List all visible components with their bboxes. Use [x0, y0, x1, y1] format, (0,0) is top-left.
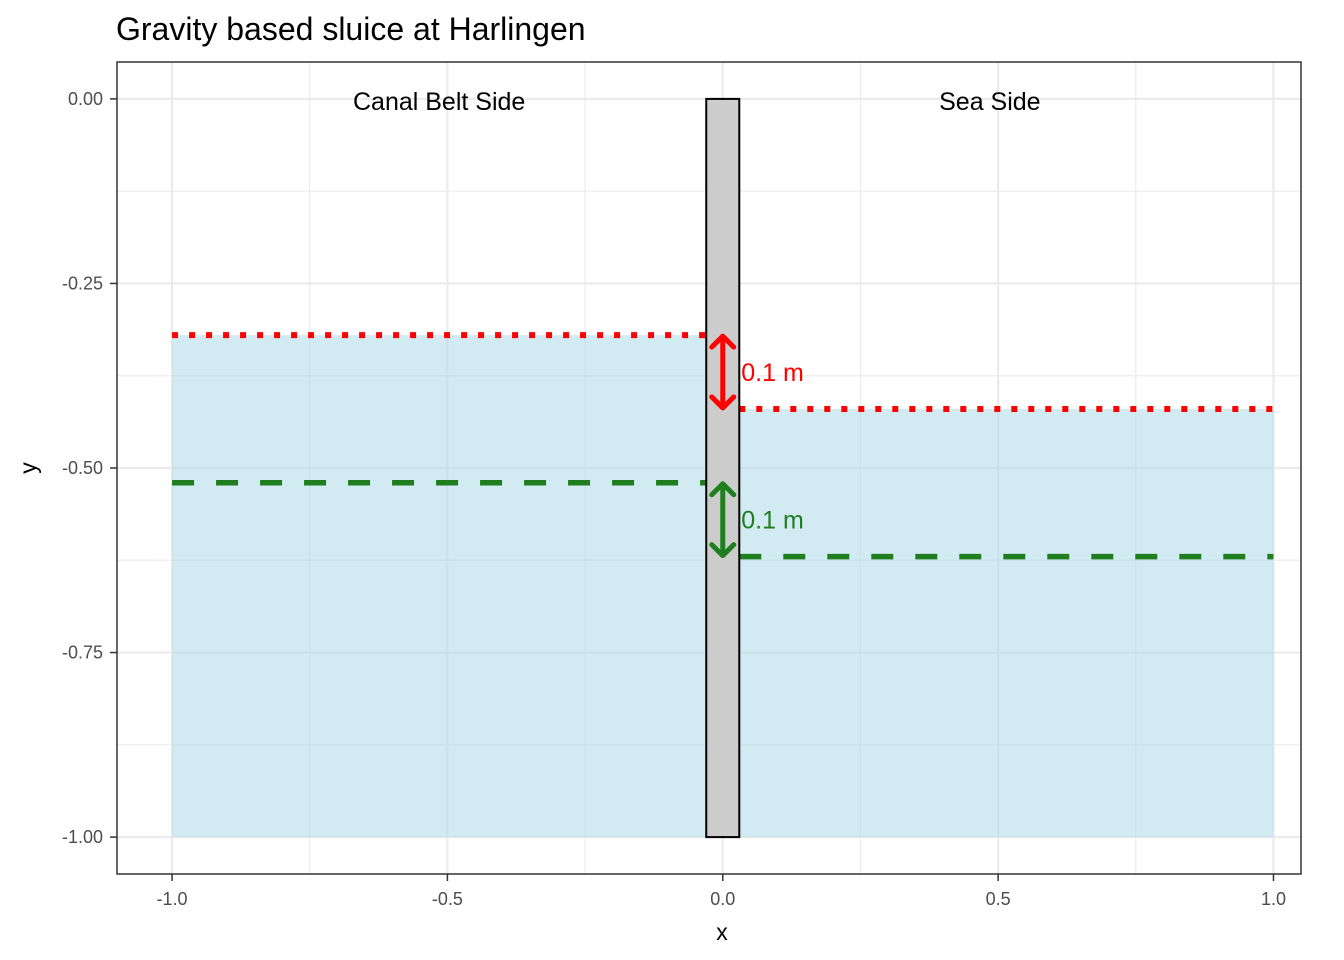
x-axis-title: x	[716, 919, 728, 945]
x-tick-label: -1.0	[157, 889, 188, 909]
y-axis-title: y	[15, 462, 41, 474]
y-tick-label: -0.25	[62, 273, 103, 293]
y-tick-label: -1.00	[62, 827, 103, 847]
canal-water-area	[172, 335, 707, 838]
sea-water-area	[739, 408, 1274, 838]
sea-side-label: Sea Side	[939, 88, 1040, 116]
sluice-gate	[705, 97, 741, 839]
difference-arrow-head-up	[709, 481, 737, 498]
difference-arrow-head-down	[709, 542, 737, 559]
difference-label: 0.1 m	[741, 507, 804, 535]
y-tick-label: -0.75	[62, 643, 103, 663]
x-tick-label: 1.0	[1261, 889, 1286, 909]
x-tick-label: -0.5	[432, 889, 463, 909]
difference-arrow-head-down	[709, 394, 737, 411]
plot-panel: 0.1 m 0.1 m Canal Belt Side Sea Side	[116, 61, 1302, 875]
x-tick-label: 0.5	[986, 889, 1011, 909]
chart-title: Gravity based sluice at Harlingen	[116, 11, 586, 47]
y-tick-label: -0.50	[62, 458, 103, 478]
difference-arrow-head-up	[709, 333, 737, 350]
y-tick-label: 0.00	[68, 89, 103, 109]
difference-label: 0.1 m	[741, 359, 804, 387]
canal-belt-side-label: Canal Belt Side	[353, 88, 525, 116]
x-tick-label: 0.0	[710, 889, 735, 909]
